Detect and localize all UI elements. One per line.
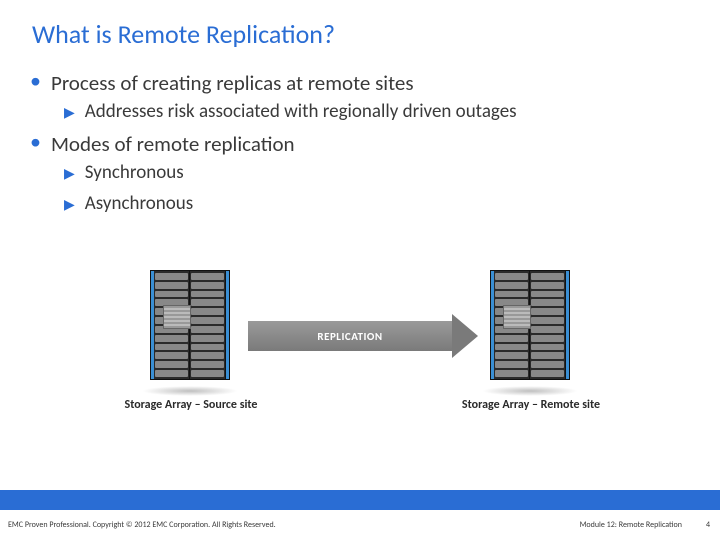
sub-bullet-text: Asynchronous [85, 192, 193, 215]
source-caption: Storage Array – Source site [106, 398, 276, 412]
arrow-right-icon: ▶ [64, 104, 75, 121]
sub-bullet-item: ▶ Addresses risk associated with regiona… [64, 100, 720, 123]
footer: EMC Proven Professional. Copyright © 201… [0, 516, 720, 534]
source-array-icon [150, 270, 230, 390]
bullet-text: Process of creating replicas at remote s… [51, 70, 414, 96]
footer-bar [0, 490, 720, 510]
slide-title: What is Remote Replication? [0, 0, 720, 50]
page-number: 4 [706, 520, 720, 530]
sub-bullet-text: Addresses risk associated with regionall… [85, 100, 517, 123]
replication-arrow-icon: REPLICATION [248, 318, 478, 354]
bullet-dot-icon: • [30, 129, 41, 155]
remote-caption: Storage Array – Remote site [446, 398, 616, 412]
bullet-dot-icon: • [30, 68, 41, 94]
arrow-right-icon: ▶ [64, 196, 75, 213]
module-text: Module 12: Remote Replication [580, 520, 706, 530]
remote-array-icon [490, 270, 570, 390]
copyright-text: EMC Proven Professional. Copyright © 201… [0, 520, 276, 530]
bullet-item: • Process of creating replicas at remote… [30, 70, 720, 96]
sub-bullet-item: ▶ Asynchronous [64, 192, 720, 215]
sub-bullet-item: ▶ Synchronous [64, 161, 720, 184]
sub-bullet-text: Synchronous [85, 161, 184, 184]
bullet-text: Modes of remote replication [51, 131, 295, 157]
replication-diagram: REPLICATION Storage Array – Source site … [0, 270, 720, 450]
content-area: • Process of creating replicas at remote… [0, 50, 720, 215]
arrow-right-icon: ▶ [64, 165, 75, 182]
replication-label: REPLICATION [248, 321, 452, 351]
bullet-item: • Modes of remote replication [30, 131, 720, 157]
